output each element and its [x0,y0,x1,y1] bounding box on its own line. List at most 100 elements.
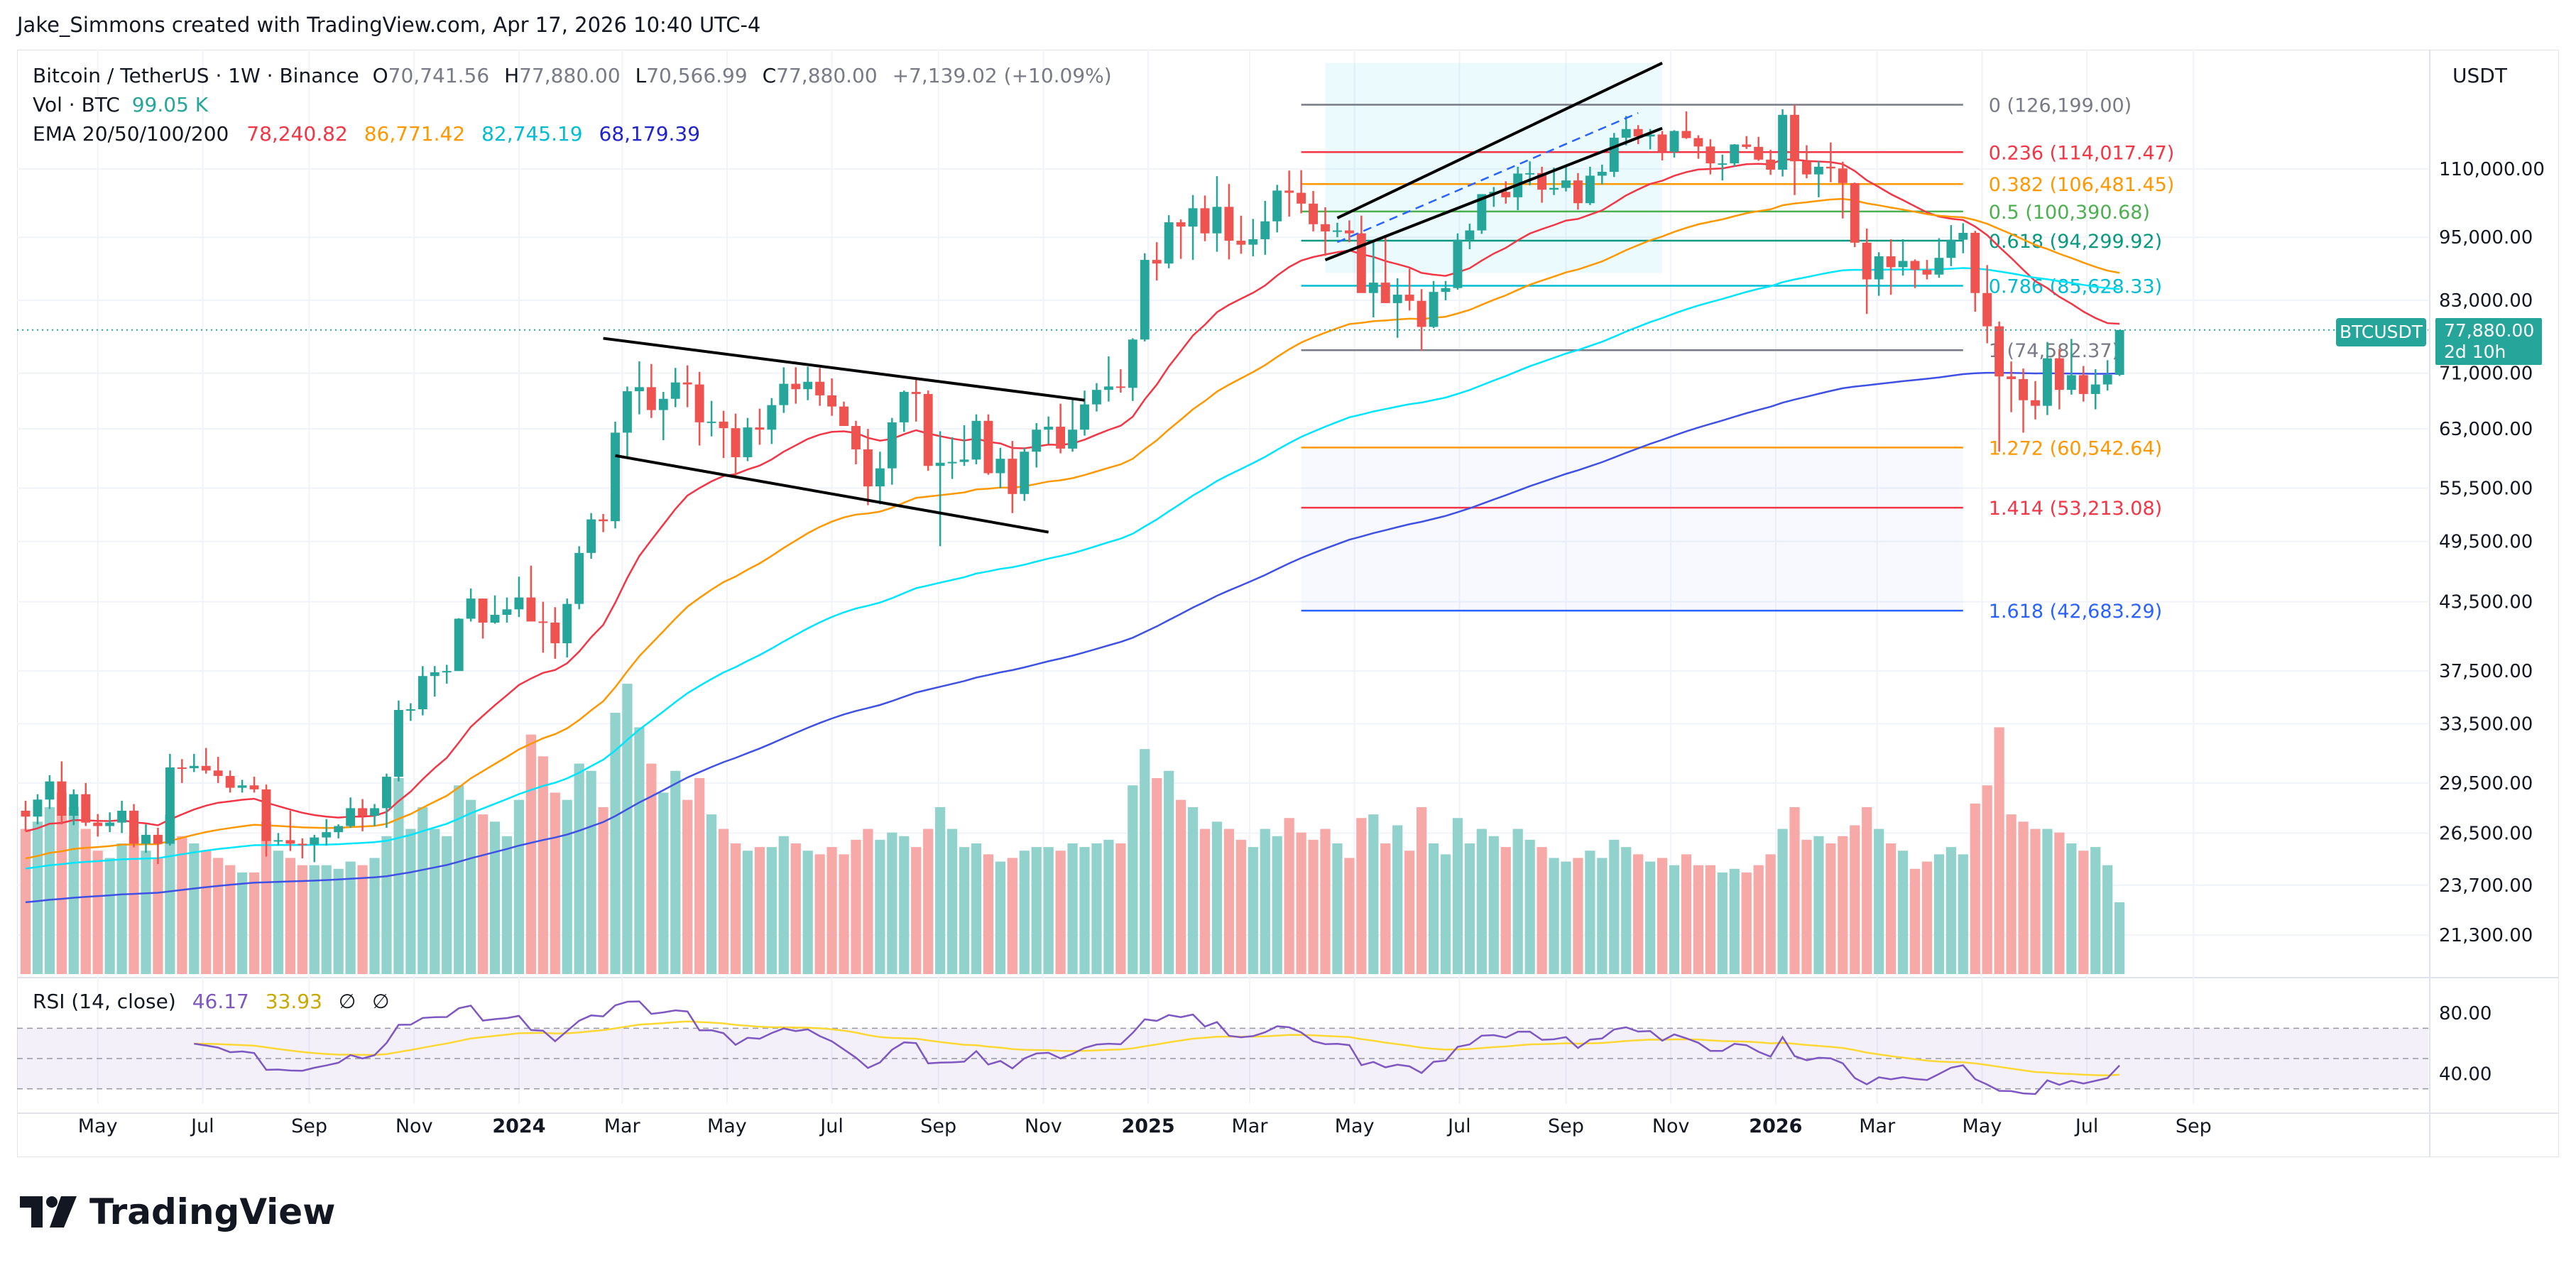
volume-bar [489,821,501,974]
fib-level-label: 0.786 (85,628.33) [1989,275,2162,297]
candle-body [177,767,187,769]
volume-bar [333,868,344,974]
fib-level-label: 0.5 (100,390.68) [1989,202,2150,224]
volume-bar [249,872,260,974]
chart-attribution: Jake_Simmons created with TradingView.co… [17,13,761,37]
time-tick-label: May [707,1115,747,1137]
volume-bar [1789,807,1800,974]
time-tick-label: Sep [291,1115,327,1137]
volume-bar [839,854,849,974]
currency-selector[interactable]: USDT [2452,64,2507,87]
volume-bar [104,858,115,974]
candle-body [1368,283,1378,293]
candle-body [1958,233,1968,240]
volume-bar [1512,829,1523,974]
ema-label[interactable]: EMA 20/50/100/200 [33,122,229,146]
candle-body [623,391,632,433]
volume-bar [1897,851,1909,974]
volume-bar [1019,851,1030,974]
candle-body [1236,241,1246,245]
candle-body [237,785,247,788]
volume-bar [562,799,572,974]
candle-body [1321,224,1330,231]
volume-bar [1825,843,1836,974]
time-tick-label: Sep [920,1115,956,1137]
candle-body [1693,138,1703,147]
volume-bar [381,836,392,974]
time-tick-label: Nov [1025,1115,1062,1137]
volume-bar [321,865,332,974]
volume-bar [2006,814,2016,974]
volume-bar [887,832,897,974]
candle-body [1754,146,1764,160]
volume-bar [80,829,91,974]
candle-body [731,428,741,457]
volume-bar [1874,829,1884,974]
volume-bar [309,865,320,974]
volume-bar [911,847,922,974]
candle-body [646,387,656,410]
candle-body [1115,386,1125,388]
trendline-triangle-lower [615,454,1049,534]
candle-body [165,767,175,844]
last-price-value: 77,880.00 [2444,320,2535,341]
price-tick-label: 63,000.00 [2439,419,2533,440]
volume-bar [658,792,669,974]
volume-bar [1248,847,1258,974]
volume-label[interactable]: Vol · BTC [33,93,120,116]
volume-bar [1945,847,1956,974]
ema-line [25,267,2120,870]
volume-bar [153,858,163,974]
candle-body [1501,192,1511,197]
candle-body [1260,221,1270,239]
candle-body [719,421,728,429]
volume-bar [1055,851,1066,974]
candle-body [1441,288,1451,292]
candle-body [1850,182,1860,243]
candle-body [947,461,957,464]
candle-body [346,808,356,826]
candle-body [995,459,1005,474]
candle-body [1429,292,1439,327]
rsi-extra-2: ∅ [372,990,390,1013]
volume-bar [790,843,801,974]
last-price-tag: 77,880.00 2d 10h [2435,318,2542,365]
volume-bar [1549,858,1559,974]
candle-body [983,420,993,474]
volume-bar [574,763,584,974]
candle-body [875,468,885,487]
volume-bar [1885,843,1896,974]
candle-body [743,427,753,457]
tradingview-logo[interactable]: TradingView [20,1191,335,1232]
volume-bar [2102,865,2113,974]
ema20-value: 78,240.82 [246,122,348,146]
volume-bar [1284,818,1294,974]
volume-bar [682,799,693,974]
volume-bars [20,684,2125,974]
candle-body [1705,146,1715,164]
volume-bar [225,865,236,974]
volume-bar [1452,818,1463,974]
ohlc-high-value: 77,880.00 [519,64,621,87]
candle-body [839,406,848,427]
fib-level-label: 0.236 (114,017.47) [1989,142,2175,164]
volume-bar [971,843,982,974]
candle-body [69,794,79,816]
ohlc-low-key: L [635,64,647,87]
volume-bar [814,854,825,974]
volume-bar [369,858,380,974]
candle-body [1092,390,1101,405]
volume-bar [1260,829,1270,974]
candle-body [2090,384,2100,394]
symbol-name[interactable]: Bitcoin / TetherUS · 1W · Binance [33,64,359,87]
volume-bar [1681,854,1692,974]
volume-bar [2066,843,2077,974]
volume-bar [935,807,946,974]
candle-body [1128,339,1137,388]
volume-bar [1091,843,1102,974]
candle-body [273,840,283,842]
rsi-label[interactable]: RSI (14, close) [33,990,176,1013]
volume-bar [550,792,560,974]
candle-body [1645,134,1655,137]
